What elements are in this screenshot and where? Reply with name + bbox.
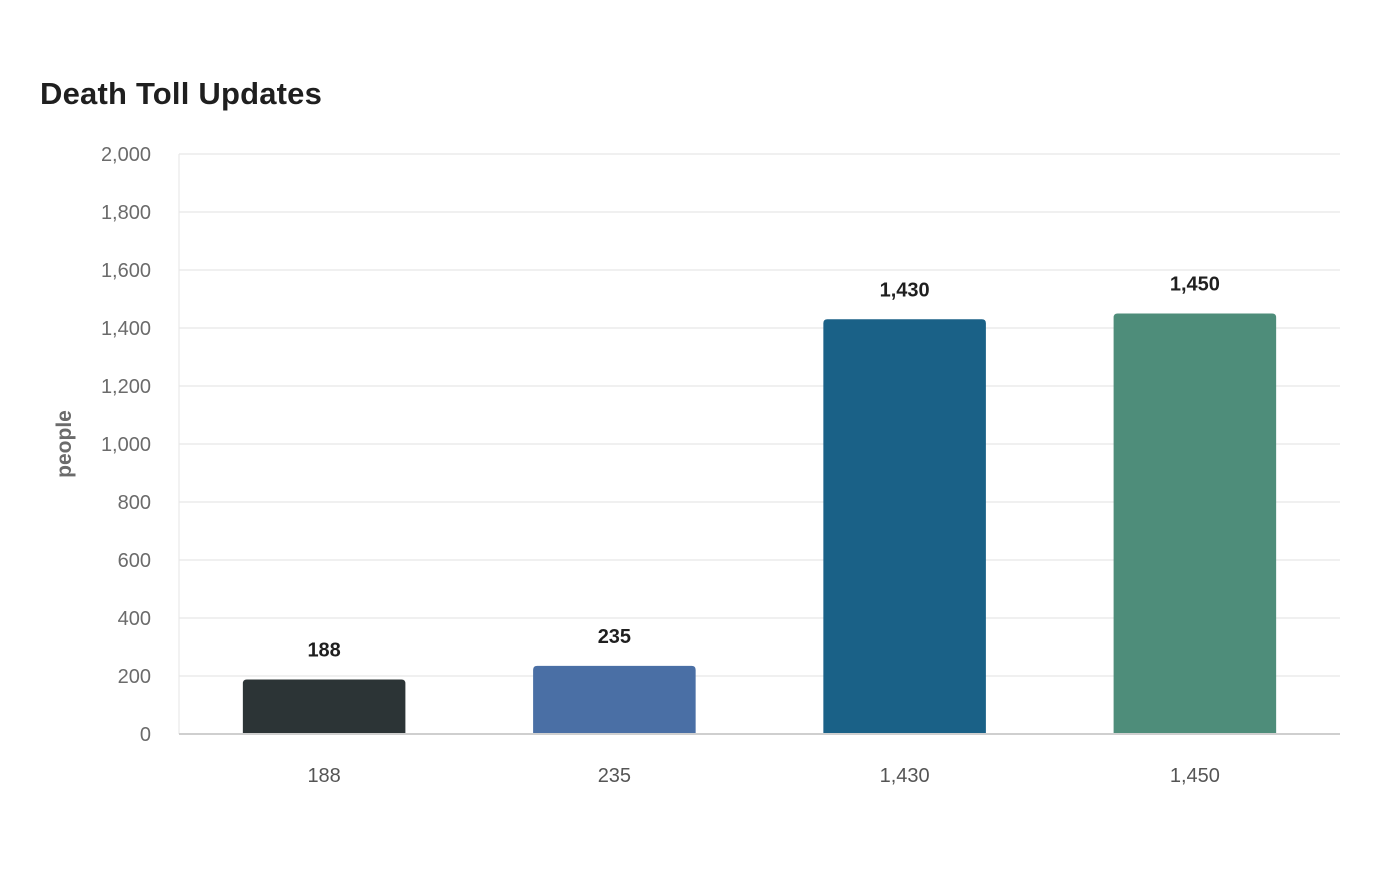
y-tick-label: 2,000 <box>101 144 151 166</box>
y-tick-label: 1,000 <box>101 434 151 456</box>
y-tick-label: 200 <box>118 666 151 688</box>
bar-value-label: 235 <box>598 626 631 648</box>
x-tick-label: 1,450 <box>1170 765 1220 787</box>
chart-title: Death Toll Updates <box>40 76 323 111</box>
bar <box>1113 313 1277 734</box>
bar <box>533 665 696 734</box>
bar-value-label: 1,450 <box>1170 274 1220 296</box>
x-tick-label: 188 <box>307 765 340 787</box>
y-tick-label: 0 <box>140 724 151 746</box>
y-tick-label: 1,600 <box>101 260 151 282</box>
y-tick-label: 1,800 <box>101 202 151 224</box>
y-tick-label: 800 <box>118 492 151 514</box>
y-tick-label: 400 <box>118 608 151 630</box>
bar <box>823 319 986 734</box>
x-axis-ticks: 188 235 1,430 1,450 <box>307 765 1219 787</box>
bars <box>242 313 1277 734</box>
bar <box>242 679 406 734</box>
y-axis-ticks: 0 200 400 600 800 1,000 1,200 1,400 1,600 1,800 2,… <box>101 144 151 746</box>
bar-value-label: 1,430 <box>880 279 930 301</box>
y-tick-label: 1,200 <box>101 376 151 398</box>
x-tick-label: 1,430 <box>880 765 930 787</box>
x-tick-label: 235 <box>598 765 631 787</box>
y-tick-label: 600 <box>118 550 151 572</box>
data-labels: 188 235 1,430 1,450 <box>307 274 1219 662</box>
y-tick-label: 1,400 <box>101 318 151 340</box>
y-axis-title: people <box>53 410 76 478</box>
bar-value-label: 188 <box>307 639 340 661</box>
